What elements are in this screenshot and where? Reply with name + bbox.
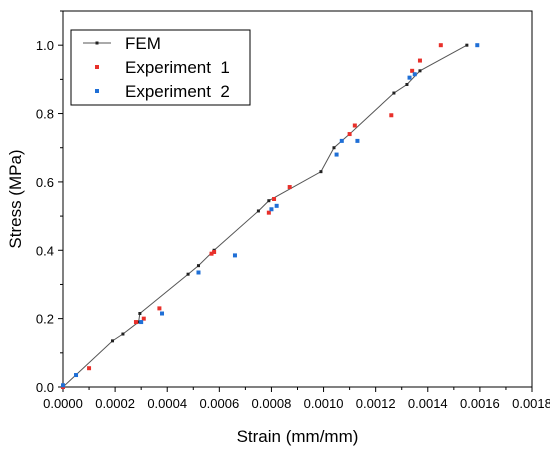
y-axis-ticks: 0.0 0.2 0.4 0.6 0.8 1.0 (36, 10, 63, 395)
fem-point (405, 82, 409, 86)
y-tick-label: 0.8 (36, 107, 54, 122)
fem-point (332, 146, 336, 150)
experiment-1-point (287, 185, 292, 190)
x-tick-label: 0.0018 (512, 396, 550, 411)
y-axis-title: Stress (MPa) (6, 149, 25, 248)
experiment-1-point (266, 210, 271, 215)
fem-point (111, 339, 115, 343)
fem-point (138, 312, 142, 316)
series-layer (61, 43, 480, 389)
fem-point (319, 170, 323, 174)
experiment-2-point (475, 43, 480, 48)
experiment-1-point (352, 123, 357, 128)
legend-item: FEM (83, 34, 161, 53)
legend-item: Experiment 1 (95, 58, 230, 77)
series-2 (61, 43, 480, 388)
experiment-2-point (196, 270, 201, 275)
fem-point (196, 264, 200, 268)
legend-item: Experiment 2 (95, 82, 230, 101)
legend: FEM Experiment 1 Experiment 2 (70, 29, 251, 106)
x-tick-label: 0.0006 (199, 396, 239, 411)
fem-point (392, 91, 396, 95)
y-tick-label: 0.2 (36, 312, 54, 327)
y-tick-label: 0.6 (36, 175, 54, 190)
experiment-2-point (355, 138, 360, 143)
x-tick-label: 0.0008 (252, 396, 292, 411)
experiment-2-point (232, 253, 237, 258)
legend-marker-swatch (95, 41, 99, 45)
x-axis-title: Strain (mm/mm) (237, 427, 359, 446)
legend-marker-swatch (95, 89, 99, 93)
experiment-2-point (269, 207, 274, 212)
experiment-1-point (438, 43, 443, 48)
legend-label: Experiment 1 (125, 58, 230, 77)
x-tick-label: 0.0014 (408, 396, 448, 411)
experiment-2-point (334, 152, 339, 157)
fem-point (465, 43, 469, 47)
legend-label: FEM (125, 34, 161, 53)
x-axis-ticks: 0.0000 0.0002 0.0004 0.0006 0.0008 0.0010 0.00… (43, 387, 550, 411)
experiment-2-point (412, 72, 417, 77)
experiment-2-point (74, 373, 79, 378)
x-tick-label: 0.0000 (43, 396, 83, 411)
experiment-1-point (133, 320, 138, 325)
y-tick-label: 1.0 (36, 38, 54, 53)
x-tick-label: 0.0012 (356, 396, 396, 411)
experiment-1-point (141, 316, 146, 321)
experiment-1-point (212, 249, 217, 254)
x-tick-label: 0.0016 (460, 396, 500, 411)
x-tick-label: 0.0004 (147, 396, 187, 411)
fem-point (121, 332, 125, 336)
fem-point (418, 69, 422, 73)
experiment-1-point (157, 306, 162, 311)
experiment-2-point (160, 311, 165, 316)
experiment-2-point (139, 320, 144, 325)
experiment-2-point (339, 138, 344, 143)
x-tick-label: 0.0010 (304, 396, 344, 411)
experiment-1-point (209, 251, 214, 256)
experiment-2-point (274, 203, 279, 208)
fem-point (256, 209, 260, 213)
experiment-1-point (347, 132, 352, 137)
legend-label: Experiment 2 (125, 82, 230, 101)
experiment-2-point (407, 75, 412, 80)
experiment-1-point (389, 113, 394, 118)
experiment-1-point (272, 197, 277, 201)
experiment-1-point (417, 58, 422, 63)
fem-point (137, 320, 141, 324)
y-tick-label: 0.4 (36, 243, 54, 258)
experiment-2-point (61, 383, 65, 388)
fem-point (267, 199, 271, 203)
experiment-1-point (87, 366, 92, 371)
fem-point (186, 272, 190, 276)
experiment-1-point (410, 68, 415, 73)
y-tick-label: 0.0 (36, 380, 54, 395)
x-tick-label: 0.0002 (95, 396, 135, 411)
legend-marker-swatch (95, 65, 99, 69)
